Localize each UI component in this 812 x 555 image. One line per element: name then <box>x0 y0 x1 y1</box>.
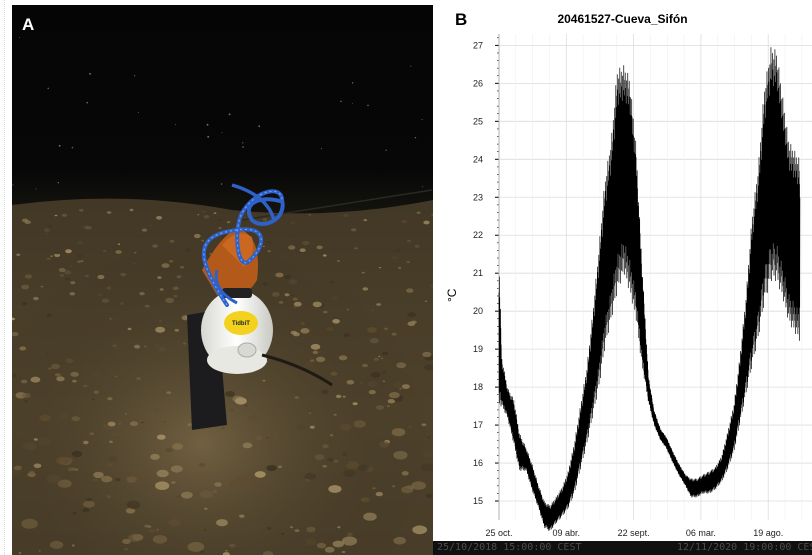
logger-yellow-label <box>224 311 258 335</box>
temperature-chart: 15 16 17 18 19 20 21 22 23 24 25 26 27 25 oct. 09 abr.… <box>445 34 812 538</box>
panel-a-letter: A <box>22 15 35 34</box>
underwater-photo: TidbiT <box>12 5 433 555</box>
x-tick-label: 22 sept. <box>618 528 650 538</box>
y-tick-label: 18 <box>473 382 483 392</box>
time-range-bar: 25/10/2018 15:00:00 CEST 12/11/2020 19:0… <box>433 541 812 555</box>
y-tick-label: 23 <box>473 192 483 202</box>
range-start-text: 25/10/2018 15:00:00 CEST <box>437 542 582 553</box>
y-tick-label: 25 <box>473 116 483 126</box>
seafloor-rubble <box>12 36 433 555</box>
logger-label-text: TidbiT <box>232 321 250 327</box>
x-tick-label: 19 ago. <box>753 528 783 538</box>
y-axis-label: °C <box>445 288 459 302</box>
panel-b-letter: B <box>455 10 468 29</box>
y-tick-label: 24 <box>473 154 483 164</box>
y-tick-label: 26 <box>473 78 483 88</box>
left-page-margin <box>0 0 8 555</box>
range-end-text: 12/11/2020 19:00:00 CEST <box>677 542 812 553</box>
y-tick-label: 19 <box>473 344 483 354</box>
y-tick-label: 15 <box>473 496 483 506</box>
y-tick-label: 20 <box>473 306 483 316</box>
y-tick-label: 17 <box>473 420 483 430</box>
temperature-series-line <box>498 47 801 531</box>
chart-title: 20461527-Cueva_Sifón <box>557 12 688 26</box>
y-tick-label: 21 <box>473 268 483 278</box>
panel-a-photo: TidbiT A <box>12 5 433 555</box>
x-tick-label: 25 oct. <box>485 528 512 538</box>
x-tick-label: 09 abr. <box>553 528 581 538</box>
panel-b-chart: 15 16 17 18 19 20 21 22 23 24 25 26 27 25 oct. 09 abr.… <box>433 0 812 555</box>
y-tick-label: 22 <box>473 230 483 240</box>
y-tick-label: 16 <box>473 458 483 468</box>
x-tick-label: 06 mar. <box>686 528 716 538</box>
y-tick-label: 27 <box>473 40 483 50</box>
